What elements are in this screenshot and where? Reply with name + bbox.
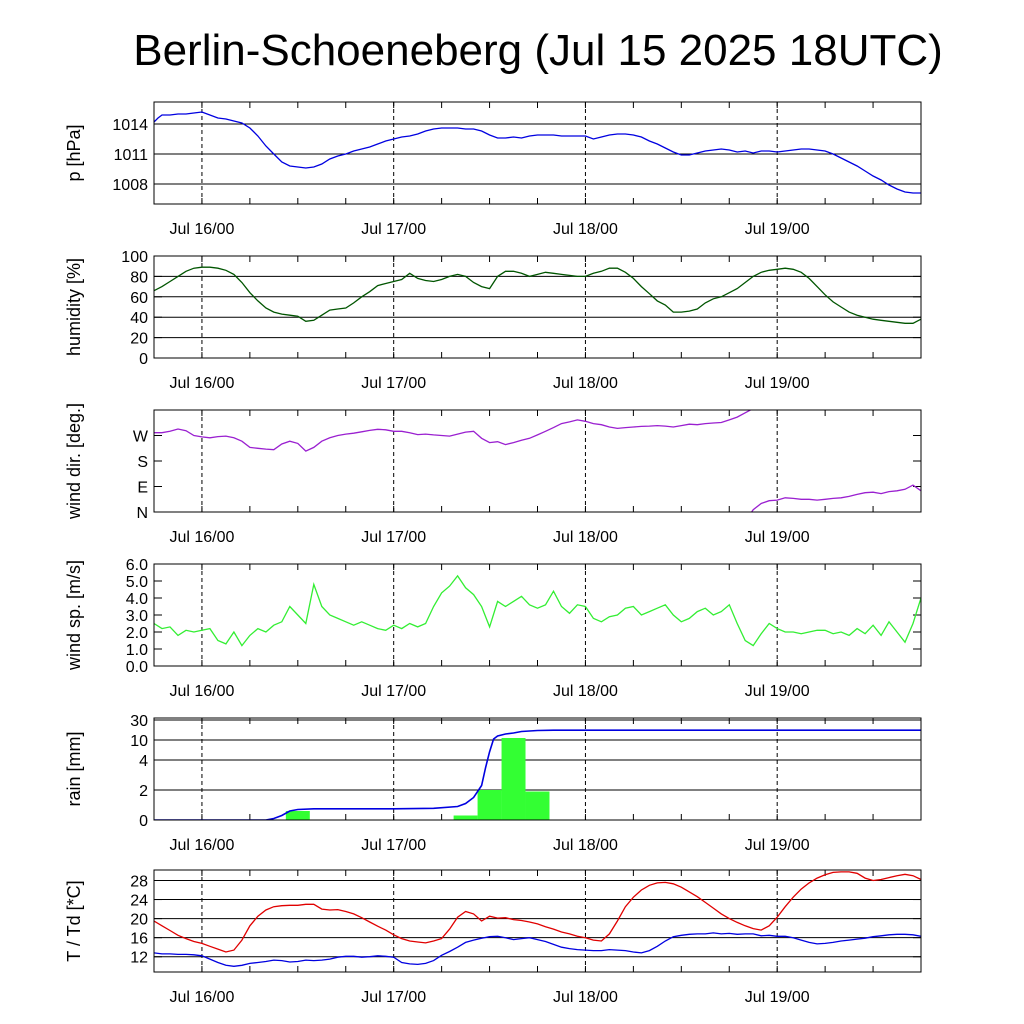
wind-speed-panel: 6.05.04.03.02.01.00.0 Jul 16/00 Jul 17/00 J… (64, 557, 922, 700)
y-tick-label: 3.0 (126, 608, 148, 625)
plot-frame (153, 101, 922, 205)
pressure-plot (154, 111, 921, 194)
y-tick-label: 1.0 (126, 642, 148, 659)
humidity-panel: 100 80 60 40 20 0 Jul 16/00 Jul 17/00 Jul 18/00 J… (64, 249, 922, 392)
x-tick-label: Jul 17/00 (361, 529, 426, 546)
x-tick-label: Jul 19/00 (745, 989, 810, 1006)
y-tick-label: 80 (130, 269, 148, 286)
x-tick-label: Jul 17/00 (361, 683, 426, 700)
rain-bar (525, 791, 550, 820)
y-tick-label: E (137, 480, 148, 497)
x-tick-label: Jul 19/00 (745, 837, 810, 854)
wind-direction-line (751, 484, 921, 512)
y-tick-label: 4.0 (126, 591, 148, 608)
x-tick-label: Jul 17/00 (361, 221, 426, 238)
y-axis-label: rain [mm] (64, 731, 84, 806)
dewpoint-line (154, 932, 921, 967)
plot-frame (153, 409, 922, 513)
rain-bar (453, 815, 478, 820)
wind-direction-plot (154, 410, 921, 512)
y-axis-label: p [hPa] (64, 124, 84, 181)
rain-bar (501, 738, 526, 820)
y-tick-label: 100 (121, 249, 148, 266)
x-tick-label: Jul 19/00 (745, 375, 810, 392)
x-tick-label: Jul 16/00 (169, 221, 234, 238)
x-tick-label: Jul 18/00 (553, 529, 618, 546)
y-tick-label: 2 (139, 783, 148, 800)
y-tick-label: 12 (130, 950, 148, 967)
plot-frame (153, 717, 922, 821)
temperature-panel: 28 24 20 16 12 Jul 16/00 Jul 17/00 Jul 18/00 Jul… (64, 869, 922, 1006)
chart-title: Berlin-Schoeneberg (Jul 15 2025 18UTC) (133, 26, 943, 75)
plot-frame (153, 869, 922, 973)
temperature-plot (154, 871, 921, 967)
y-tick-label: 4 (139, 753, 148, 770)
x-tick-label: Jul 18/00 (553, 683, 618, 700)
y-tick-label: 1008 (112, 177, 148, 194)
y-tick-label: 60 (130, 290, 148, 307)
rain-plot (154, 729, 921, 820)
x-tick-label: Jul 17/00 (361, 989, 426, 1006)
plot-frame (153, 255, 922, 359)
y-axis-label: wind dir. [deg.] (64, 403, 84, 520)
y-tick-label: 16 (130, 931, 148, 948)
x-tick-label: Jul 16/00 (169, 683, 234, 700)
y-tick-label: 0.0 (126, 659, 148, 676)
y-tick-label: 2.0 (126, 625, 148, 642)
y-axis-label: wind sp. [m/s] (64, 560, 84, 671)
x-tick-label: Jul 16/00 (169, 529, 234, 546)
wind-direction-line (154, 410, 752, 452)
y-tick-label: 40 (130, 310, 148, 327)
y-axis-label: humidity [%] (64, 258, 84, 356)
x-tick-label: Jul 18/00 (553, 375, 618, 392)
y-tick-label: 30 (130, 713, 148, 730)
rain-cumulative-line (154, 729, 921, 820)
plot-frame (153, 563, 922, 667)
x-tick-label: Jul 18/00 (553, 837, 618, 854)
y-tick-label: S (137, 454, 148, 471)
x-tick-label: Jul 18/00 (553, 989, 618, 1006)
x-tick-label: Jul 19/00 (745, 221, 810, 238)
y-tick-label: 5.0 (126, 574, 148, 591)
y-tick-label: N (136, 505, 148, 522)
x-tick-label: Jul 18/00 (553, 221, 618, 238)
y-tick-label: 28 (130, 873, 148, 890)
x-tick-label: Jul 16/00 (169, 837, 234, 854)
y-tick-label: 6.0 (126, 557, 148, 574)
x-tick-label: Jul 19/00 (745, 529, 810, 546)
y-tick-label: 10 (130, 733, 148, 750)
pressure-line (154, 111, 921, 194)
x-tick-label: Jul 16/00 (169, 989, 234, 1006)
pressure-panel: 1014 1011 1008 Jul 16/00 Jul 17/00 Jul 18/00 J… (64, 101, 922, 238)
x-tick-label: Jul 19/00 (745, 683, 810, 700)
x-tick-label: Jul 17/00 (361, 837, 426, 854)
wind-speed-line (154, 574, 921, 647)
y-tick-label: W (133, 429, 149, 446)
y-tick-label: 1014 (112, 117, 148, 134)
y-tick-label: 1011 (114, 147, 149, 164)
y-tick-label: 0 (139, 351, 148, 368)
y-tick-label: 20 (130, 912, 148, 929)
y-tick-label: 0 (139, 813, 148, 830)
humidity-line (154, 266, 921, 324)
wind-speed-plot (154, 574, 921, 647)
x-tick-label: Jul 16/00 (169, 375, 234, 392)
rain-panel: 30 10 4 2 0 Jul 16/00 Jul 17/00 Jul 18/00 Jul 19… (64, 713, 922, 854)
rain-bar (477, 790, 502, 820)
y-tick-label: 20 (130, 331, 148, 348)
y-axis-label: T / Td [*C] (64, 880, 84, 961)
y-tick-label: 24 (130, 893, 148, 910)
x-tick-label: Jul 17/00 (361, 375, 426, 392)
temperature-line (154, 871, 921, 953)
humidity-plot (154, 266, 921, 324)
rain-bar (285, 811, 310, 820)
